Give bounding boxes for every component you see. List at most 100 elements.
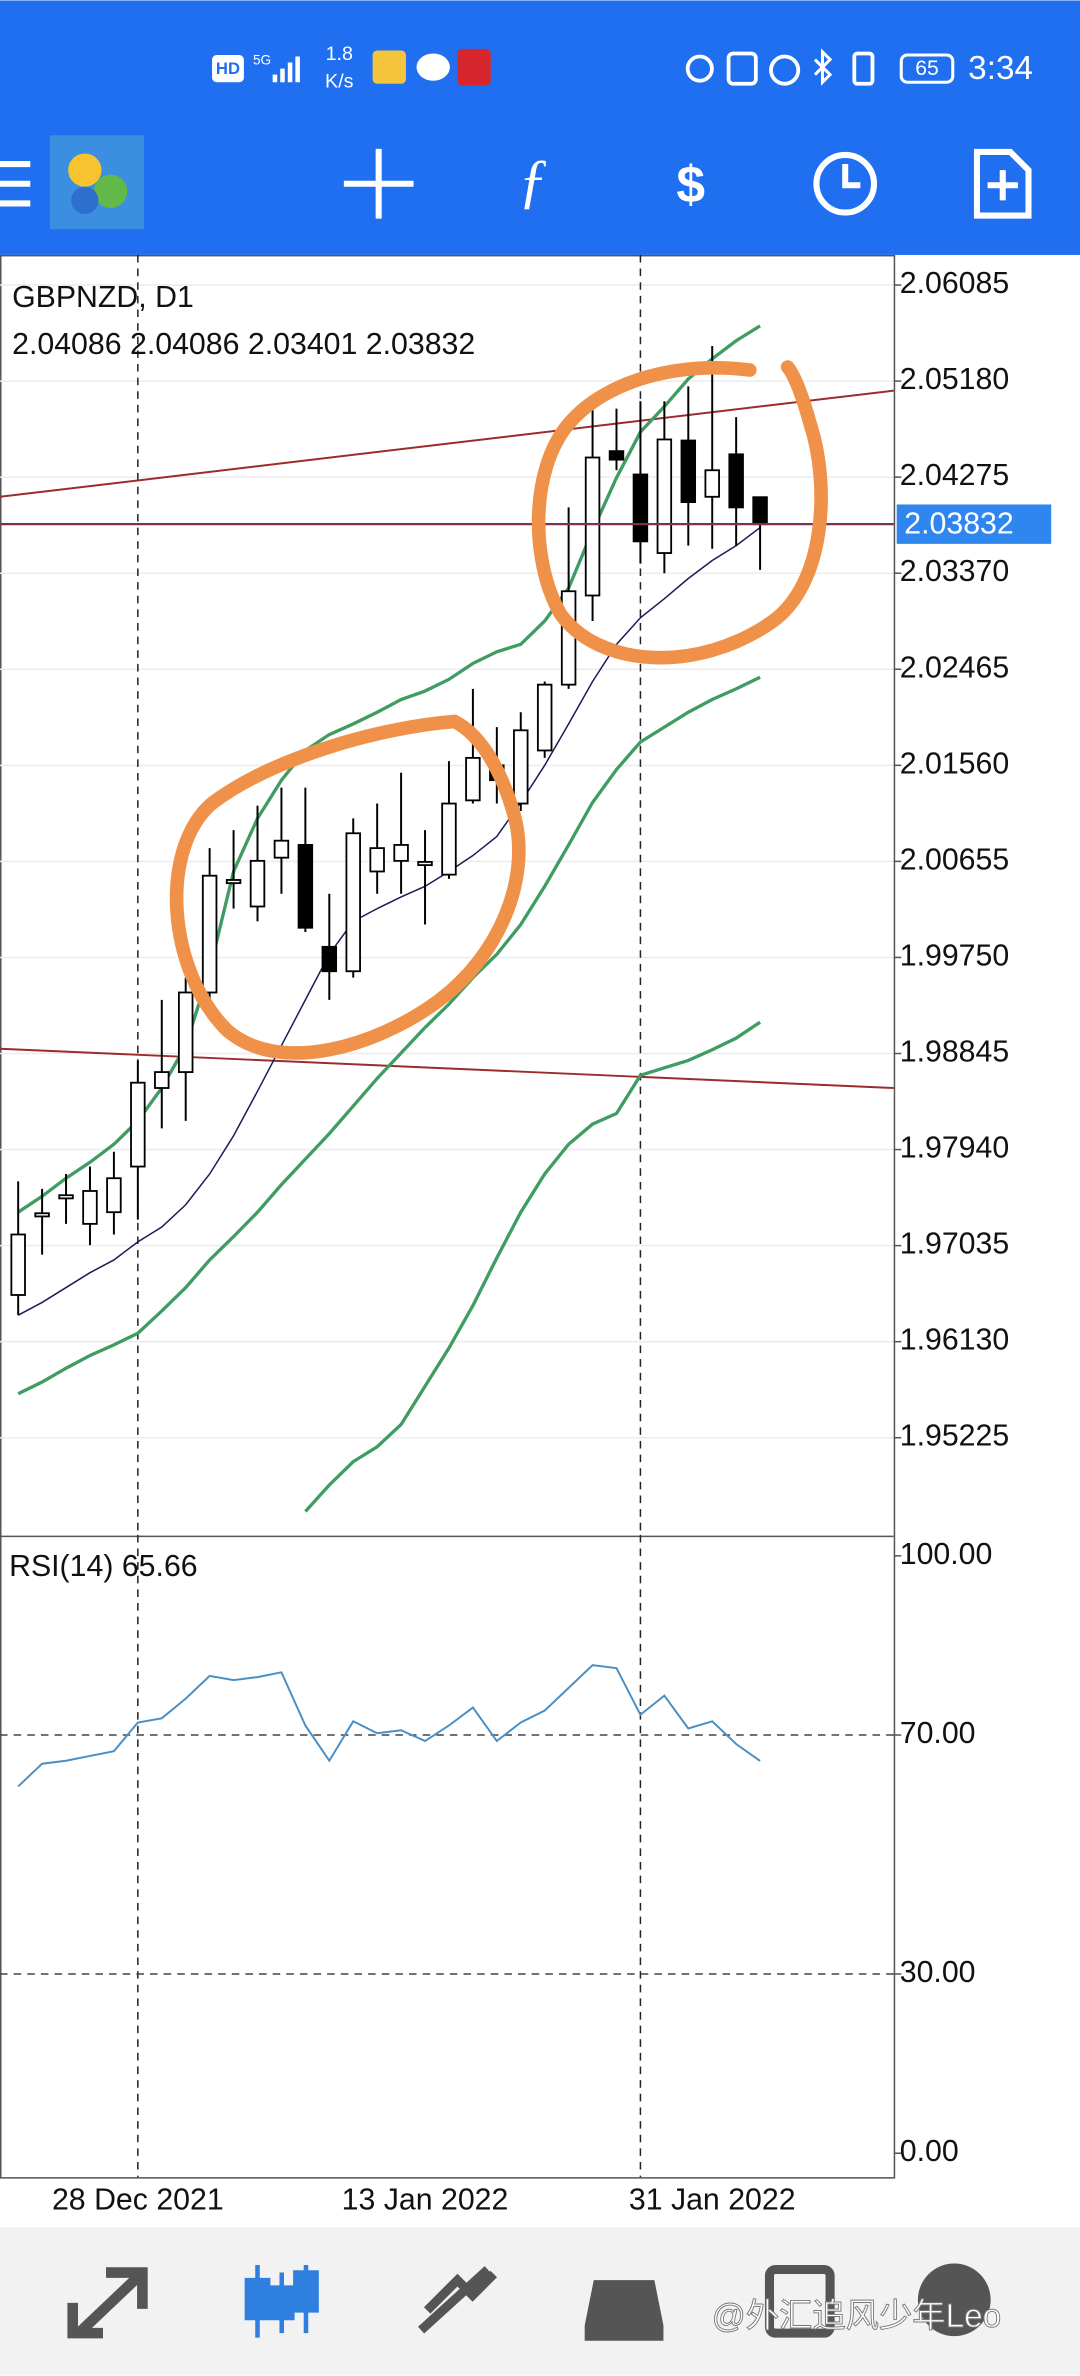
watermark: @外汇追风少年Leo	[712, 2298, 1001, 2335]
x-tick-label: 28 Dec 2021	[52, 2183, 224, 2216]
low: 2.03401	[248, 328, 357, 361]
annotation-circle	[169, 714, 526, 1060]
news-tab[interactable]	[764, 2264, 835, 2338]
app-icon	[457, 48, 491, 86]
y-tick-label: 2.00655	[900, 843, 1009, 876]
chart-tab[interactable]	[244, 2264, 319, 2338]
candle-body	[417, 861, 433, 867]
candle-body	[10, 1233, 26, 1296]
ohlc-readout: 2.04086 2.04086 2.03401 2.03832	[12, 328, 475, 361]
candle-body	[201, 874, 218, 994]
candle-body	[58, 1194, 74, 1200]
candle-body	[297, 844, 314, 929]
indicator-line	[304, 1020, 762, 1513]
x-tick-label: 31 Jan 2022	[629, 2183, 796, 2216]
candle-body	[369, 847, 385, 873]
crosshair-button[interactable]	[343, 148, 414, 219]
candle-body	[680, 439, 697, 503]
candle-body	[656, 438, 673, 554]
candle-body	[106, 1177, 122, 1214]
candle-body	[34, 1212, 50, 1218]
trend-line	[0, 1047, 894, 1089]
trend-line	[0, 389, 894, 498]
indicators-button[interactable]: ƒ	[518, 148, 548, 215]
indicator-line	[17, 526, 761, 1316]
candle-body	[513, 729, 529, 805]
alarm-icon	[769, 54, 801, 86]
bid-label-box	[896, 504, 1052, 544]
candle-body	[154, 1071, 170, 1089]
hd-badge	[212, 54, 244, 83]
x-tick-label: 13 Jan 2022	[342, 2183, 509, 2216]
vibrate-icon	[852, 51, 875, 86]
trade-tab[interactable]	[418, 2266, 498, 2334]
y-tick-label: 0.00	[900, 2135, 959, 2168]
open: 2.04086	[12, 328, 121, 361]
close: 2.03832	[366, 328, 475, 361]
plus	[987, 170, 1018, 201]
candle-body	[632, 473, 649, 543]
candle-body	[560, 590, 577, 686]
candle-body	[249, 859, 266, 908]
y-tick-label: 30.00	[900, 1956, 976, 1989]
annotation-circle	[531, 360, 828, 665]
logo-part	[68, 153, 102, 187]
timeframe-button[interactable]	[813, 151, 878, 216]
y-tick-label: 1.97035	[900, 1228, 1009, 1261]
candle-body	[704, 469, 720, 498]
candle-body	[345, 832, 361, 973]
candle-body	[393, 844, 409, 862]
speed: 1.8	[326, 43, 353, 65]
quotes-tab[interactable]	[67, 2267, 148, 2339]
clock: 3:34	[968, 50, 1033, 87]
history-tab[interactable]	[584, 2280, 664, 2341]
high: 2.04086	[130, 328, 239, 361]
candle-body	[728, 453, 744, 509]
candle-body	[225, 879, 242, 885]
y-tick-label: 2.06085	[900, 267, 1009, 300]
y-tick-label: 2.03370	[900, 555, 1009, 588]
candle-body	[130, 1081, 146, 1168]
bluetooth-icon	[813, 48, 833, 86]
menu-button[interactable]	[0, 161, 31, 207]
candle-body	[321, 945, 338, 973]
symbol-title: GBPNZD, D1	[12, 281, 194, 314]
chat-tab[interactable]	[917, 2263, 991, 2337]
trade-button[interactable]: $	[676, 155, 705, 213]
indicator-line	[17, 675, 761, 1396]
candle-body	[752, 496, 768, 526]
eye-icon	[685, 54, 714, 83]
nfc-icon	[726, 51, 758, 86]
bottom-nav	[0, 2227, 1080, 2376]
top-bar	[0, 0, 1080, 255]
bid-label: 2.03832	[904, 508, 1013, 541]
battery-icon	[899, 53, 955, 84]
app-icon	[372, 50, 406, 84]
y-tick-label: 70.00	[900, 1717, 976, 1750]
rsi-name: RSI(14)	[9, 1550, 113, 1583]
y-tick-label: 2.02465	[900, 651, 1009, 684]
y-tick-label: 2.05180	[900, 363, 1009, 396]
candle-body	[584, 456, 601, 597]
candle-body	[177, 991, 194, 1073]
speed-unit: K/s	[325, 70, 354, 92]
rsi-value: 65.66	[122, 1550, 198, 1583]
y-tick-label: 1.95225	[900, 1420, 1009, 1453]
y-tick-label: 100.00	[900, 1538, 993, 1571]
y-tick-label: 1.96130	[900, 1324, 1009, 1357]
y-tick-label: 2.01560	[900, 747, 1009, 780]
new-order-button[interactable]	[973, 148, 1032, 219]
y-tick-label: 1.97940	[900, 1132, 1009, 1165]
chart-frame	[0, 254, 896, 2179]
y-tick-label: 1.99750	[900, 939, 1009, 972]
rsi-line	[17, 1664, 761, 1788]
signal-label: 5G	[253, 53, 271, 68]
network-label: HD	[216, 59, 240, 78]
signal-icon	[272, 56, 300, 83]
clock-hands	[842, 164, 861, 189]
wechat-icon	[416, 53, 450, 81]
rsi-title: RSI(14) 65.66	[9, 1550, 198, 1583]
candle-body	[608, 450, 625, 461]
